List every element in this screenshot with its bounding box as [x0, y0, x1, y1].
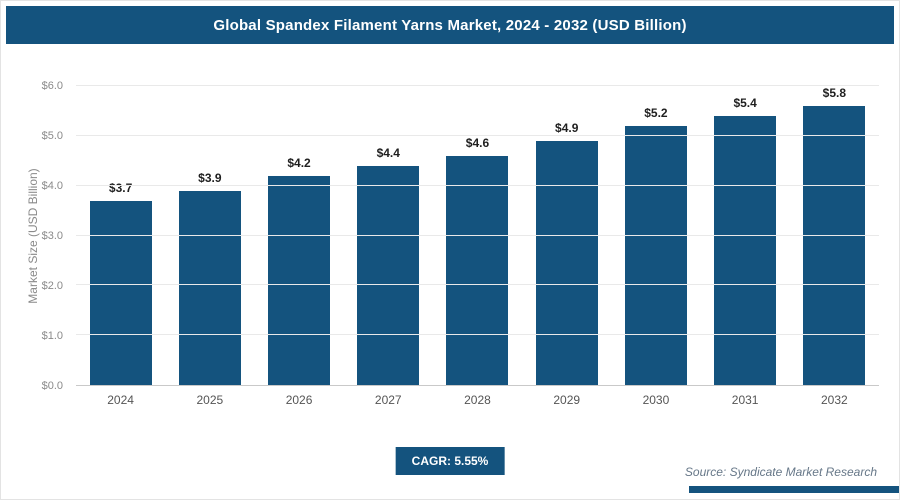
bar-column: $4.9 — [522, 86, 611, 385]
footer-accent-bar — [689, 486, 899, 493]
x-tick-label: 2026 — [285, 393, 313, 407]
bar-value-label: $3.9 — [198, 170, 222, 185]
x-tick-label: 2027 — [374, 393, 402, 407]
bar-column: $5.4 — [701, 86, 790, 385]
bar — [357, 165, 420, 385]
y-axis-ticks: $0.0 $1.0 $2.0 $3.0 $4.0 $5.0 $6.0 — [1, 80, 71, 392]
x-tick-label: 2025 — [196, 393, 224, 407]
page-title: Global Spandex Filament Yarns Market, 20… — [213, 16, 687, 34]
bar — [268, 175, 331, 385]
bar-value-label: $4.2 — [287, 155, 311, 170]
x-tick-label: 2028 — [464, 393, 491, 407]
bar-column: $5.2 — [611, 86, 700, 385]
y-tick-label: $5.0 — [41, 130, 63, 142]
bar — [714, 115, 777, 385]
bar-value-label: $3.7 — [108, 180, 133, 195]
bar-value-label: $4.4 — [376, 145, 400, 160]
gridline — [76, 234, 879, 236]
bar-value-label: $5.2 — [644, 105, 668, 120]
plot-area: $3.7 $3.9 $4.2 $4.4 $4.6 $4.9 $5.2 $5.4 $5.8 — [76, 85, 879, 386]
bar-column: $4.4 — [344, 86, 433, 385]
y-tick-label: $3.0 — [41, 230, 63, 242]
y-tick-label: $4.0 — [41, 180, 63, 192]
bar-column: $3.7 — [76, 86, 165, 385]
bar-series: $3.7 $3.9 $4.2 $4.4 $4.6 $4.9 $5.2 $5.4 $5.8 — [76, 86, 879, 385]
bar — [803, 106, 866, 385]
bar-value-label: $5.4 — [733, 95, 757, 110]
x-tick-label: 2032 — [821, 393, 848, 407]
bar — [535, 140, 598, 385]
bar — [178, 190, 241, 385]
bar-value-label: $4.9 — [555, 120, 579, 135]
x-tick-label: 2030 — [642, 393, 670, 407]
y-tick-label: $6.0 — [41, 80, 63, 92]
gridline — [76, 334, 879, 336]
bar-column: $5.8 — [790, 86, 879, 385]
bar-value-label: $5.8 — [822, 86, 847, 100]
y-tick-label: $2.0 — [41, 280, 63, 292]
x-tick-label: 2024 — [107, 393, 134, 407]
bar — [446, 155, 509, 385]
header-bar: Global Spandex Filament Yarns Market, 20… — [6, 6, 894, 44]
y-tick-label: $1.0 — [41, 330, 63, 342]
bar-column: $3.9 — [165, 86, 254, 385]
y-tick-label: $0.0 — [41, 380, 63, 392]
bar — [89, 200, 152, 385]
gridline — [76, 134, 879, 136]
x-axis-ticks: 2024 2025 2026 2027 2028 2029 2030 2031 2032 — [76, 393, 879, 407]
x-tick-label: 2031 — [731, 393, 759, 407]
source-text: Source: Syndicate Market Research — [684, 465, 877, 479]
bar-value-label: $4.6 — [465, 135, 490, 150]
bar-column: $4.6 — [433, 86, 522, 385]
x-tick-label: 2029 — [553, 393, 581, 407]
gridline — [76, 284, 879, 286]
cagr-badge: CAGR: 5.55% — [395, 447, 505, 475]
bar — [624, 125, 687, 385]
gridline — [76, 85, 879, 86]
bar-column: $4.2 — [254, 86, 343, 385]
gridline — [76, 184, 879, 186]
